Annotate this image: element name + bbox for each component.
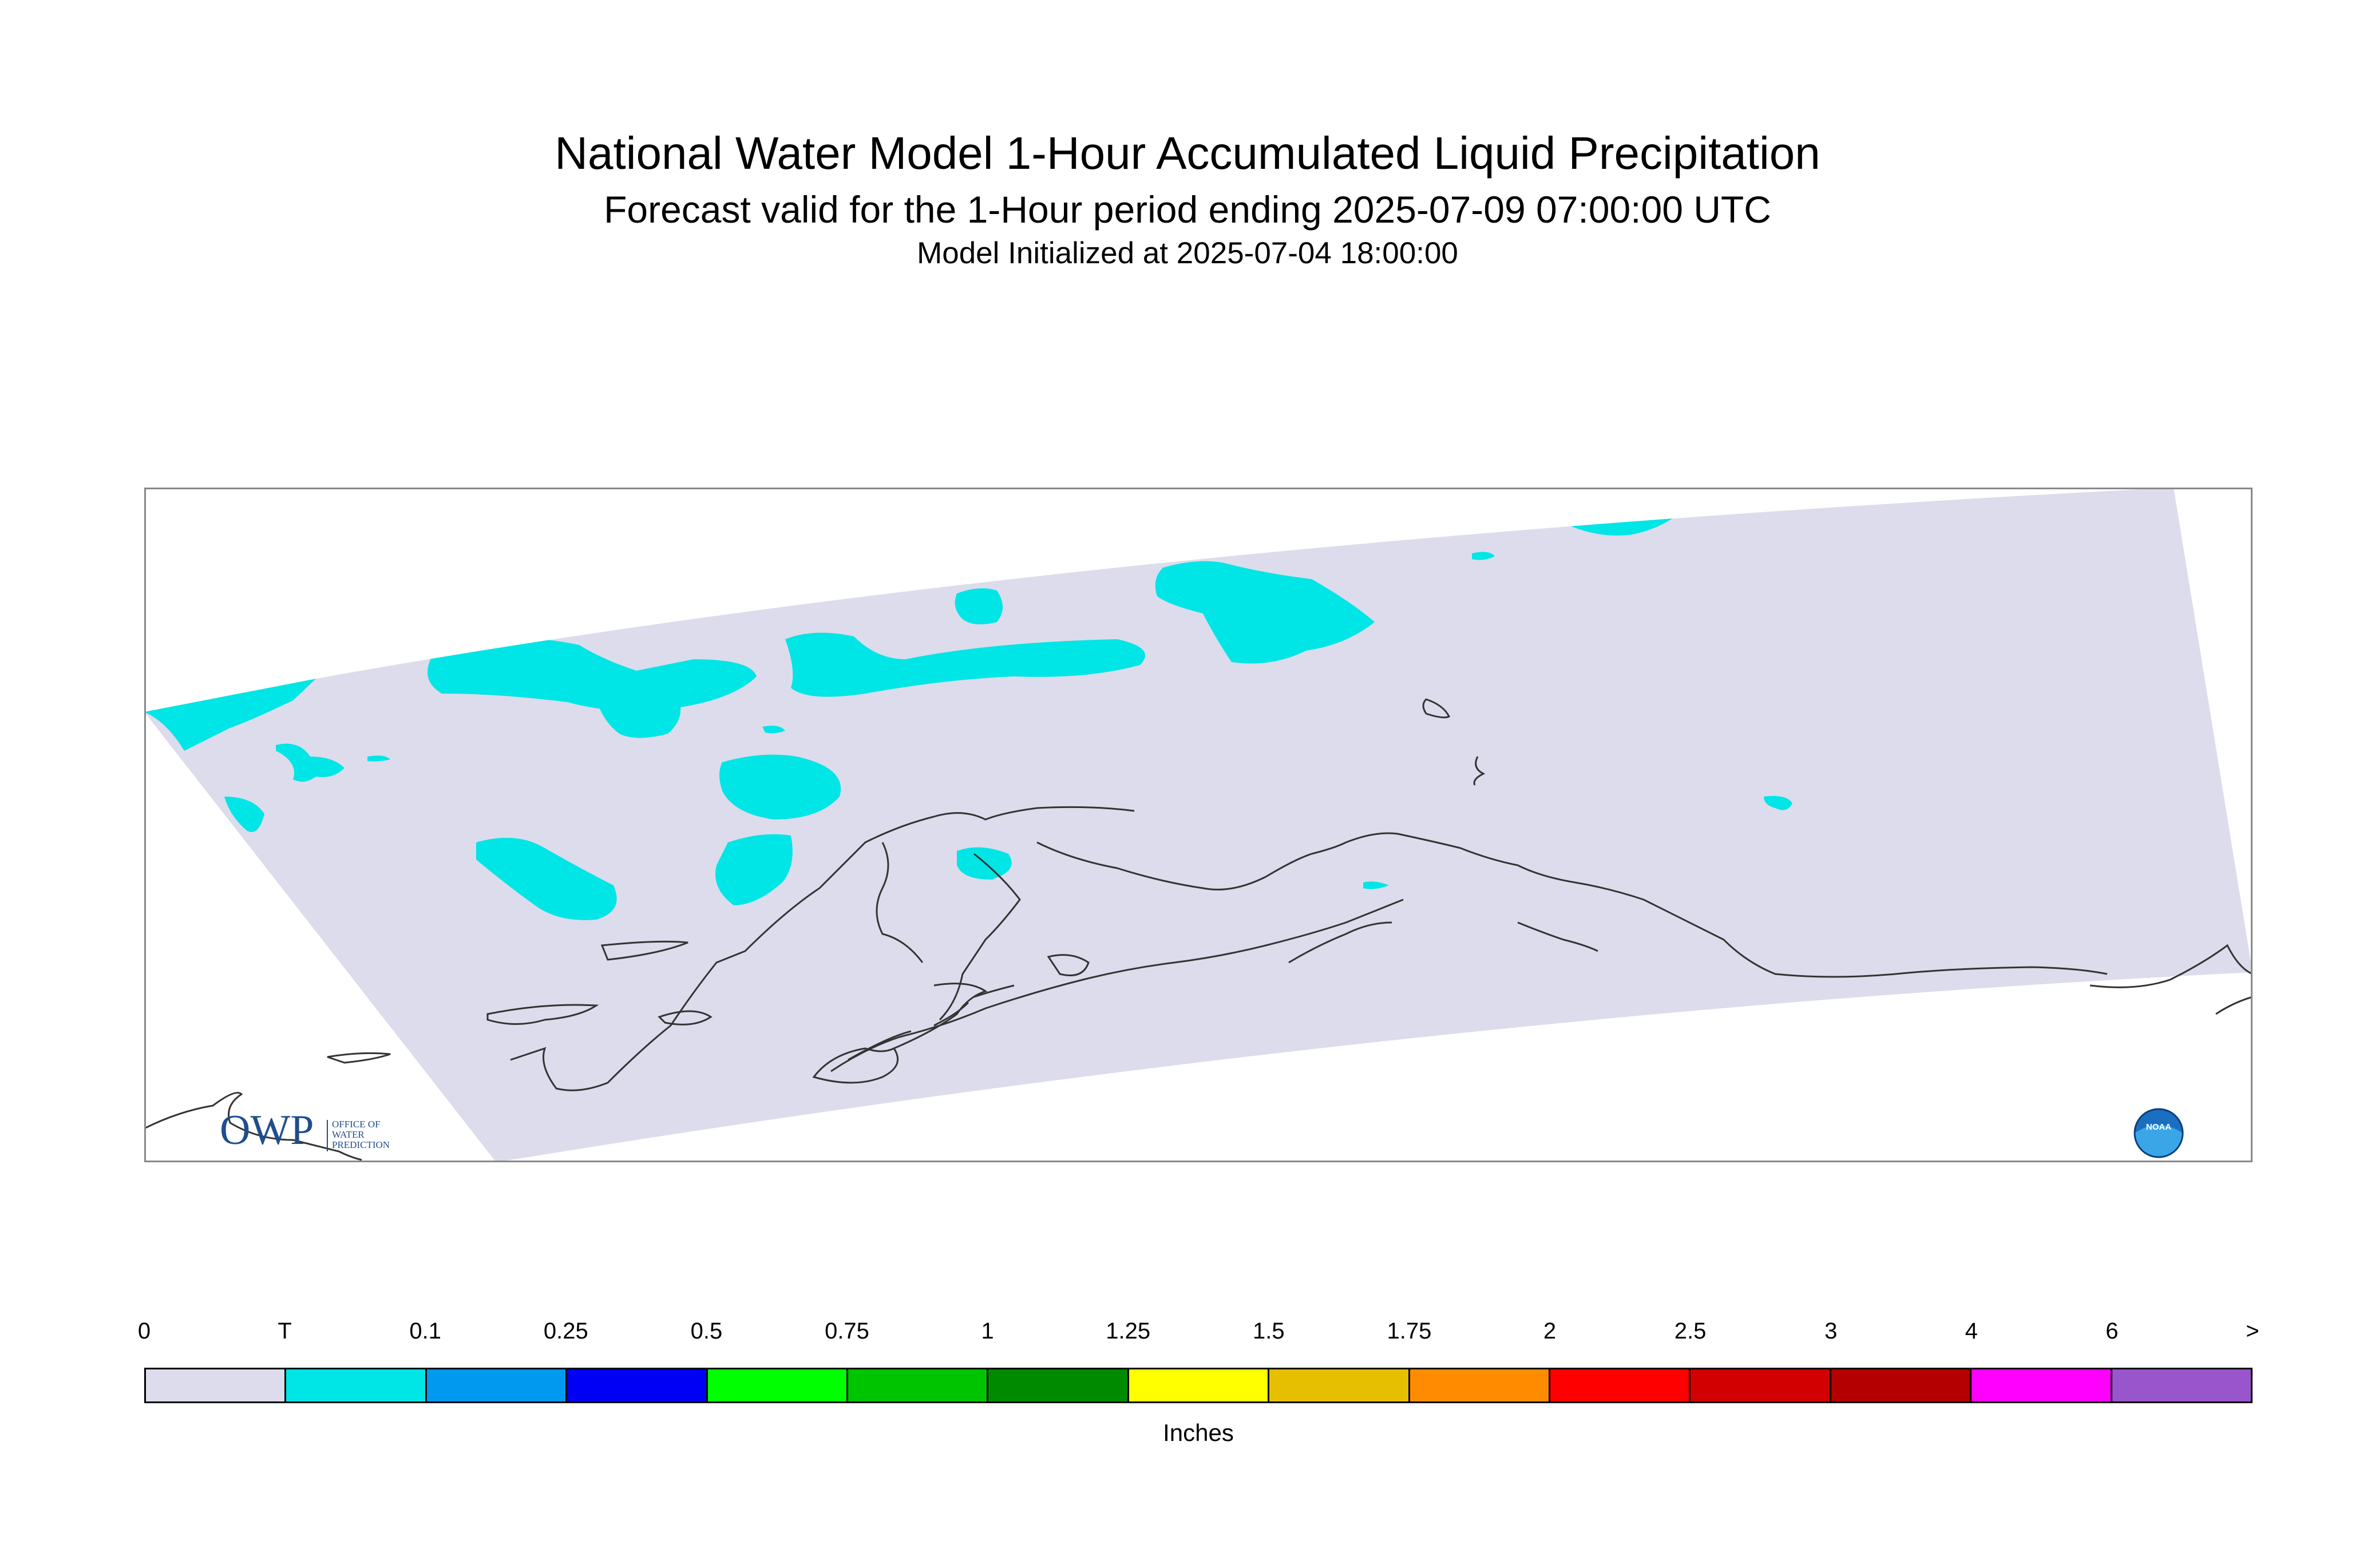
color-legend: 0 T 0.1 0.25 0.5 0.75 1 1.25 1.5 1.75 2 2.5 3 4 6 > Inc… [138, 1318, 2259, 1450]
precipitation-areas [144, 505, 1792, 920]
legend-tick-label: 1.5 [1252, 1318, 1285, 1344]
legend-tick-label: 1.75 [1387, 1318, 1432, 1344]
island-1 [600, 940, 688, 961]
precip-patch [955, 588, 1003, 624]
legend-color-box [567, 1369, 708, 1401]
legend-units: Inches [1163, 1419, 1234, 1446]
legend-tick-label: 1.25 [1106, 1318, 1151, 1344]
precip-patch [144, 679, 316, 751]
model-domain [144, 488, 2253, 1162]
owp-logo-text-1: OFFICE OF [332, 1119, 381, 1130]
canada-coast [2215, 996, 2253, 1015]
inlet [893, 983, 988, 1050]
precip-patch [785, 632, 1145, 697]
beaufort-island [1422, 698, 1451, 719]
owp-logo: OWP OFFICE OF WATER PREDICTION [220, 1107, 390, 1154]
precip-patch [1363, 881, 1389, 889]
precip-patch [762, 726, 785, 734]
legend-tick-label: 0 [137, 1318, 151, 1344]
legend-colorbar [144, 1368, 2253, 1403]
legend-color-box [707, 1369, 849, 1401]
legend-tick-label: > [2246, 1318, 2259, 1344]
precip-patch [224, 797, 264, 832]
legend-color-box [1691, 1369, 1831, 1401]
legend-tick-label: 1 [981, 1318, 994, 1344]
legend-tick-label: 2.5 [1674, 1318, 1707, 1344]
legend-tick-label: 3 [1824, 1318, 1838, 1344]
precip-patch [476, 838, 617, 920]
legend-color-box [146, 1369, 287, 1401]
south-coast [830, 898, 1404, 1072]
yukon-river [939, 853, 1021, 1021]
precip-patch [367, 755, 390, 762]
beaufort-island-2 [1473, 756, 1486, 786]
owp-logo-text-2: WATER [332, 1129, 365, 1140]
legend-color-box [848, 1369, 989, 1401]
map-subtitle: Forecast valid for the 1-Hour period end… [604, 188, 1771, 231]
model-init-line: Model Initialized at 2025-07-04 18:00:00 [917, 236, 1458, 270]
alaska-border [2089, 944, 2253, 988]
island-4 [327, 1052, 391, 1064]
legend-color-box [1550, 1369, 1691, 1401]
precip-patch [719, 754, 841, 819]
bay-line [1047, 954, 1090, 976]
legend-color-box [1129, 1369, 1270, 1401]
precip-patch [1155, 561, 1375, 664]
legend-color-box [286, 1369, 427, 1401]
legend-color-box [1269, 1369, 1410, 1401]
chukotka-coast [144, 1092, 362, 1161]
yukon-coast [1036, 832, 2108, 978]
legend-color-box [988, 1369, 1129, 1401]
legend-tick-label: 6 [2105, 1318, 2119, 1344]
precip-patch [1764, 795, 1792, 810]
map-title: National Water Model 1-Hour Accumulated … [555, 128, 1820, 179]
aleutian-arc [848, 984, 1015, 1061]
noaa-logo-text: NOAA [2146, 1122, 2171, 1132]
precip-patch [276, 743, 345, 782]
legend-tick-label: 0.5 [690, 1318, 723, 1344]
coastlines [144, 698, 2253, 1161]
precip-patch [428, 637, 757, 711]
noaa-logo: NOAA [2133, 1108, 2184, 1158]
legend-color-box [2112, 1369, 2251, 1401]
alaska-coastline [510, 806, 1135, 1091]
legend-tick-label: 0.1 [409, 1318, 441, 1344]
legend-tick-label: 0.25 [543, 1318, 588, 1344]
legend-color-box [426, 1369, 568, 1401]
map-frame [144, 488, 2253, 1162]
owp-logo-mark: OWP [220, 1107, 314, 1154]
legend-tick-label: 0.75 [825, 1318, 869, 1344]
legend-tick-label: 2 [1543, 1318, 1557, 1344]
legend-color-box [1972, 1369, 2112, 1401]
legend-color-box [1410, 1369, 1551, 1401]
precip-patch [591, 676, 681, 738]
legend-tick-label: 4 [1965, 1318, 1978, 1344]
legend-color-box [1831, 1369, 1972, 1401]
owp-logo-text-3: PREDICTION [332, 1139, 390, 1150]
island-2 [486, 1004, 599, 1025]
precipitation-map: OWP OFFICE OF WATER PREDICTION NOAA [144, 488, 2253, 1162]
precip-patch [715, 834, 793, 905]
inner-coast [1517, 921, 1598, 952]
precip-patch [1472, 552, 1495, 560]
legend-tick-label: T [278, 1318, 292, 1344]
kenai [876, 842, 924, 963]
sound [1288, 921, 1392, 964]
island-3 [658, 1010, 712, 1025]
